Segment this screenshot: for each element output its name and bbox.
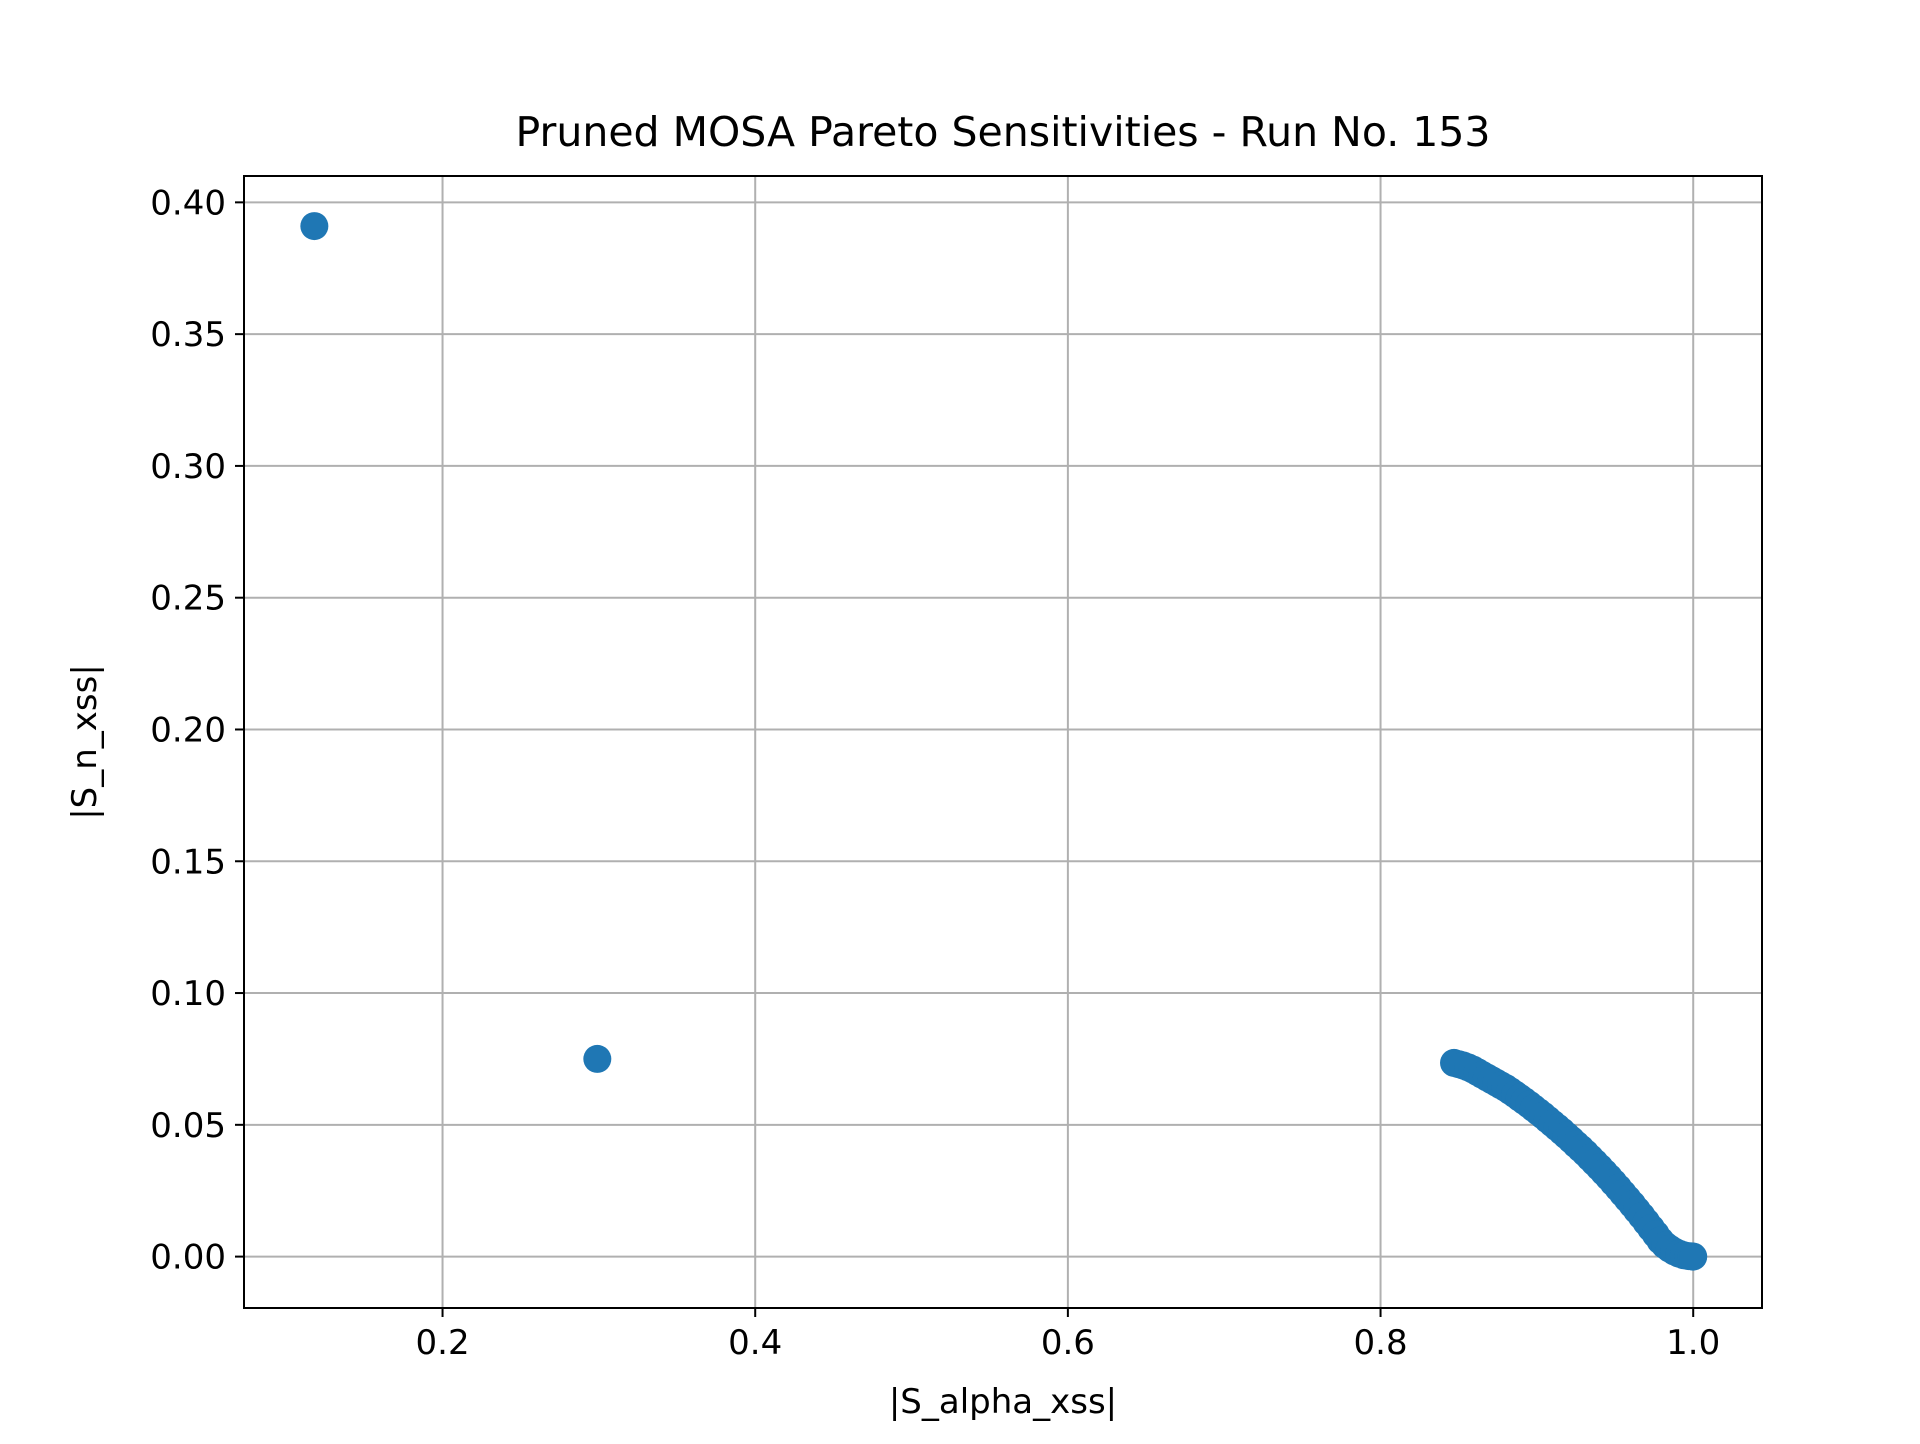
y-tick-label: 0.35	[150, 315, 226, 355]
data-point	[583, 1044, 612, 1073]
y-tick-label: 0.05	[150, 1106, 226, 1146]
chart-title: Pruned MOSA Pareto Sensitivities - Run N…	[515, 108, 1490, 156]
data-point	[1679, 1242, 1708, 1271]
y-tick-label: 0.30	[150, 447, 226, 487]
x-tick-label: 0.4	[728, 1323, 782, 1363]
x-axis-label: |S_alpha_xss|	[889, 1382, 1117, 1422]
x-tick-label: 1.0	[1666, 1323, 1720, 1363]
x-axis-ticks: 0.2 0.4 0.6 0.8 1.0	[416, 1308, 1720, 1363]
y-tick-label: 0.20	[150, 710, 226, 750]
y-tick-label: 0.40	[150, 183, 226, 223]
y-tick-label: 0.15	[150, 842, 226, 882]
y-tick-label: 0.25	[150, 579, 226, 619]
y-axis-ticks: 0.00 0.05 0.10 0.15 0.20 0.25 0.30 0.35 0.40	[150, 183, 244, 1278]
x-tick-label: 0.8	[1354, 1323, 1408, 1363]
y-tick-label: 0.00	[150, 1238, 226, 1278]
x-tick-label: 0.6	[1041, 1323, 1095, 1363]
y-tick-label: 0.10	[150, 974, 226, 1014]
plot-frame	[243, 175, 1763, 1309]
data-points	[300, 212, 1708, 1271]
y-axis-label: |S_n_xss|	[65, 664, 105, 820]
grid-lines	[244, 176, 1762, 1308]
data-point	[300, 212, 329, 241]
x-tick-label: 0.2	[416, 1323, 470, 1363]
